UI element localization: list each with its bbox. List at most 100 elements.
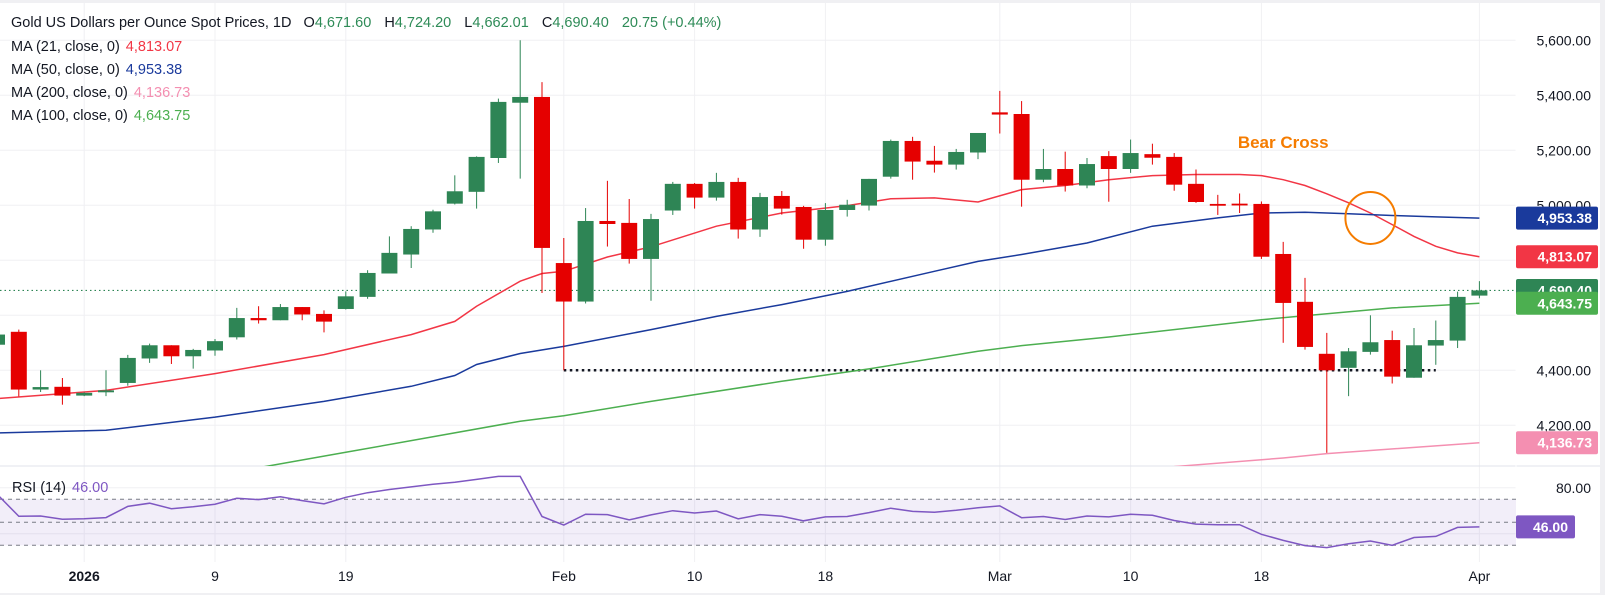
candle[interactable]: [1209, 194, 1226, 215]
candle[interactable]: [1318, 332, 1335, 453]
candle[interactable]: [512, 40, 529, 179]
candle[interactable]: [1144, 143, 1161, 165]
chart-header: Gold US Dollars per Ounce Spot Prices, 1…: [11, 15, 730, 31]
candle[interactable]: [708, 172, 725, 201]
candle[interactable]: [32, 370, 49, 393]
candle[interactable]: [381, 236, 398, 274]
candle[interactable]: [1013, 101, 1030, 207]
change-value: 20.75 (+0.44%): [621, 15, 722, 31]
candle[interactable]: [1471, 281, 1488, 299]
price-chart[interactable]: Bear Cross5,600.005,400.005,200.005,000.…: [0, 3, 1605, 595]
candle[interactable]: [1449, 291, 1466, 349]
candle-body: [686, 183, 703, 198]
candle[interactable]: [795, 205, 812, 249]
candle[interactable]: [773, 191, 790, 215]
candle[interactable]: [337, 291, 354, 310]
candle-body: [1427, 340, 1444, 346]
legend-ma200[interactable]: MA (200, close, 0) 4,136.73: [11, 85, 190, 101]
candle[interactable]: [425, 209, 441, 233]
candle[interactable]: [490, 98, 507, 163]
close-value: 4,690.40: [552, 15, 609, 31]
rsi-legend[interactable]: RSI (14) 46.00: [12, 480, 108, 496]
candle[interactable]: [1427, 320, 1444, 365]
candle[interactable]: [577, 208, 594, 304]
candle[interactable]: [446, 175, 463, 205]
candle-body: [1188, 183, 1204, 202]
candle[interactable]: [1122, 139, 1139, 173]
candle[interactable]: [10, 329, 27, 397]
time-tick-label: Apr: [1469, 568, 1491, 584]
candle[interactable]: [1275, 241, 1292, 343]
candle[interactable]: [163, 345, 180, 364]
candle[interactable]: [861, 178, 877, 211]
candle-body: [1100, 156, 1117, 169]
price-badge: 4,953.38: [1516, 206, 1598, 230]
time-tick-label: 9: [211, 568, 219, 584]
candle-body: [0, 334, 5, 345]
candle[interactable]: [621, 198, 638, 264]
candle-body: [1122, 153, 1139, 169]
candle[interactable]: [970, 132, 986, 160]
candle[interactable]: [468, 156, 485, 209]
candle-body: [795, 206, 812, 240]
legend-ma100[interactable]: MA (100, close, 0) 4,643.75: [11, 108, 190, 124]
candle[interactable]: [534, 82, 550, 294]
candle[interactable]: [1166, 153, 1183, 191]
candle[interactable]: [1253, 201, 1270, 259]
rsi-pane: 80.00 46.00: [0, 475, 1591, 549]
candle[interactable]: [1100, 151, 1117, 202]
candle[interactable]: [817, 203, 834, 246]
ma-line-21: [0, 173, 1480, 400]
time-tick-label: 2026: [69, 568, 100, 584]
candle[interactable]: [1035, 148, 1052, 183]
candle-body: [316, 313, 332, 322]
candle[interactable]: [752, 192, 768, 237]
candle[interactable]: [1362, 315, 1379, 355]
candle[interactable]: [1231, 193, 1248, 213]
candle[interactable]: [316, 310, 332, 333]
candle-body: [991, 112, 1008, 115]
candle[interactable]: [76, 392, 93, 397]
candle[interactable]: [207, 338, 223, 356]
legend-ma50[interactable]: MA (50, close, 0) 4,953.38: [11, 62, 182, 78]
candle[interactable]: [119, 354, 136, 386]
candle[interactable]: [643, 213, 659, 301]
candle-body: [490, 101, 507, 158]
candle-body: [1209, 203, 1226, 206]
candle-body: [98, 390, 114, 393]
candle[interactable]: [141, 343, 158, 363]
candle[interactable]: [882, 139, 899, 179]
candle[interactable]: [1057, 151, 1074, 192]
candle-body: [948, 151, 965, 165]
candle[interactable]: [359, 270, 376, 299]
legend-ma21[interactable]: MA (21, close, 0) 4,813.07: [11, 39, 182, 55]
candle[interactable]: [250, 306, 267, 324]
candle[interactable]: [1079, 158, 1095, 189]
candle[interactable]: [1188, 169, 1204, 203]
candle[interactable]: [926, 145, 943, 173]
candle[interactable]: [948, 148, 965, 170]
rsi-value: 46.00: [72, 480, 109, 496]
candle[interactable]: [228, 307, 245, 340]
candle[interactable]: [991, 90, 1008, 134]
candle[interactable]: [599, 180, 616, 247]
candle[interactable]: [403, 226, 420, 268]
candle[interactable]: [1297, 277, 1313, 350]
candle[interactable]: [839, 199, 856, 217]
candle[interactable]: [294, 307, 311, 321]
candle[interactable]: [1384, 330, 1401, 384]
candle[interactable]: [1406, 327, 1422, 378]
candle[interactable]: [1340, 348, 1357, 397]
candle-body: [294, 307, 311, 315]
candle[interactable]: [272, 304, 289, 321]
candle[interactable]: [555, 238, 572, 371]
candle[interactable]: [185, 348, 202, 369]
candle[interactable]: [730, 177, 747, 239]
candle[interactable]: [664, 181, 681, 215]
candle[interactable]: [686, 183, 703, 209]
candle[interactable]: [904, 136, 921, 180]
candle[interactable]: [0, 333, 5, 346]
candle[interactable]: [54, 378, 71, 405]
candle[interactable]: [98, 370, 114, 397]
candle-body: [1253, 203, 1270, 257]
